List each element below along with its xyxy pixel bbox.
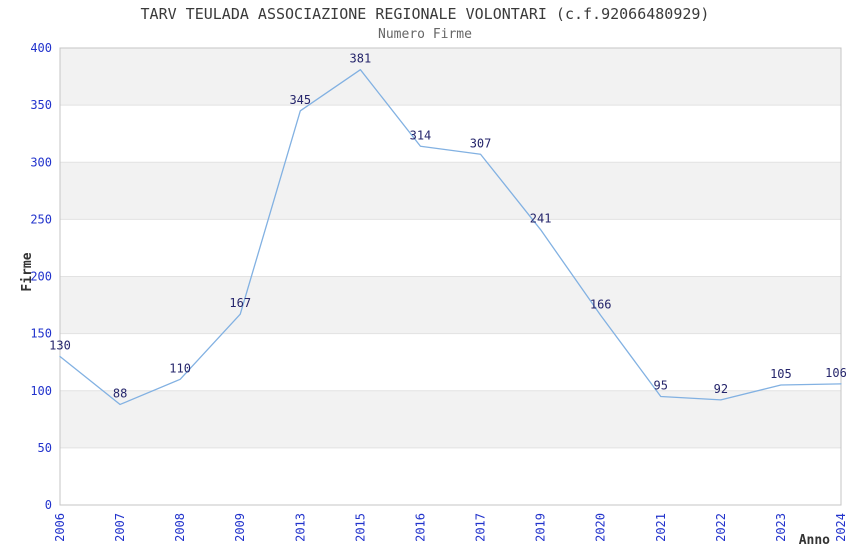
- plot-border-rect: [59, 47, 842, 506]
- chart-title: TARV TEULADA ASSOCIAZIONE REGIONALE VOLO…: [141, 5, 710, 23]
- x-tick-label: 2022: [714, 513, 728, 542]
- y-tick-label: 300: [30, 155, 52, 169]
- data-point-label: 307: [470, 136, 492, 150]
- data-point-labels: 130 88 110 167 345 381 314 307 241 166 95 92 105 106: [49, 52, 847, 401]
- data-point-label: 314: [410, 128, 432, 142]
- chart-subtitle: Numero Firme: [378, 27, 472, 42]
- x-tick-label: 2019: [534, 513, 548, 542]
- plot-band: [60, 105, 841, 163]
- x-axis-tick-labels: 2006 2007 2008 2009 2013 2015 2016 2017 2019 2020…: [53, 513, 848, 542]
- data-point-label: 241: [530, 212, 552, 226]
- x-tick-label: 2017: [474, 513, 488, 542]
- x-tick-label: 2008: [173, 513, 187, 542]
- plot-bands: [60, 48, 841, 505]
- plot-band: [60, 162, 841, 220]
- y-axis-tick-labels: 0 50 100 150 200 250 300 350 400: [30, 41, 52, 512]
- data-point-label: 92: [714, 382, 728, 396]
- y-tick-label: 0: [45, 498, 52, 512]
- data-point-label: 166: [590, 297, 612, 311]
- x-tick-label: 2016: [413, 513, 427, 542]
- x-tick-label: 2020: [594, 513, 608, 542]
- plot-band: [60, 447, 841, 505]
- data-point-label: 381: [350, 52, 372, 66]
- data-point-label: 106: [825, 366, 847, 380]
- x-tick-label: 2021: [654, 513, 668, 542]
- y-tick-label: 50: [38, 441, 52, 455]
- x-tick-label: 2023: [774, 513, 788, 542]
- series-line: [59, 69, 842, 406]
- data-point-label: 345: [289, 93, 311, 107]
- plot-border: [59, 47, 842, 506]
- x-tick-label: 2015: [353, 513, 367, 542]
- x-tick-label: 2009: [233, 513, 247, 542]
- data-point-label: 167: [229, 296, 251, 310]
- plot-band: [60, 276, 841, 334]
- series-layer: [59, 69, 842, 406]
- y-tick-label: 100: [30, 384, 52, 398]
- x-tick-label: 2007: [113, 513, 127, 542]
- data-point-label: 130: [49, 338, 71, 352]
- plot-band: [60, 48, 841, 106]
- gridlines: [60, 104, 841, 449]
- x-axis-label: Anno: [799, 533, 830, 548]
- data-point-label: 105: [770, 367, 792, 381]
- x-tick-label: 2006: [53, 513, 67, 542]
- y-tick-label: 200: [30, 270, 52, 284]
- data-point-label: 110: [169, 361, 191, 375]
- plot-band: [60, 390, 841, 448]
- y-axis-label: Firme: [20, 252, 35, 291]
- x-tick-label: 2024: [834, 513, 848, 542]
- y-tick-label: 250: [30, 212, 52, 226]
- y-tick-label: 150: [30, 327, 52, 341]
- y-tick-label: 350: [30, 98, 52, 112]
- x-tick-label: 2013: [293, 513, 307, 542]
- plot-band: [60, 333, 841, 391]
- plot-band: [60, 219, 841, 277]
- y-tick-label: 400: [30, 41, 52, 55]
- data-point-label: 95: [654, 378, 668, 392]
- data-point-label: 88: [113, 386, 127, 400]
